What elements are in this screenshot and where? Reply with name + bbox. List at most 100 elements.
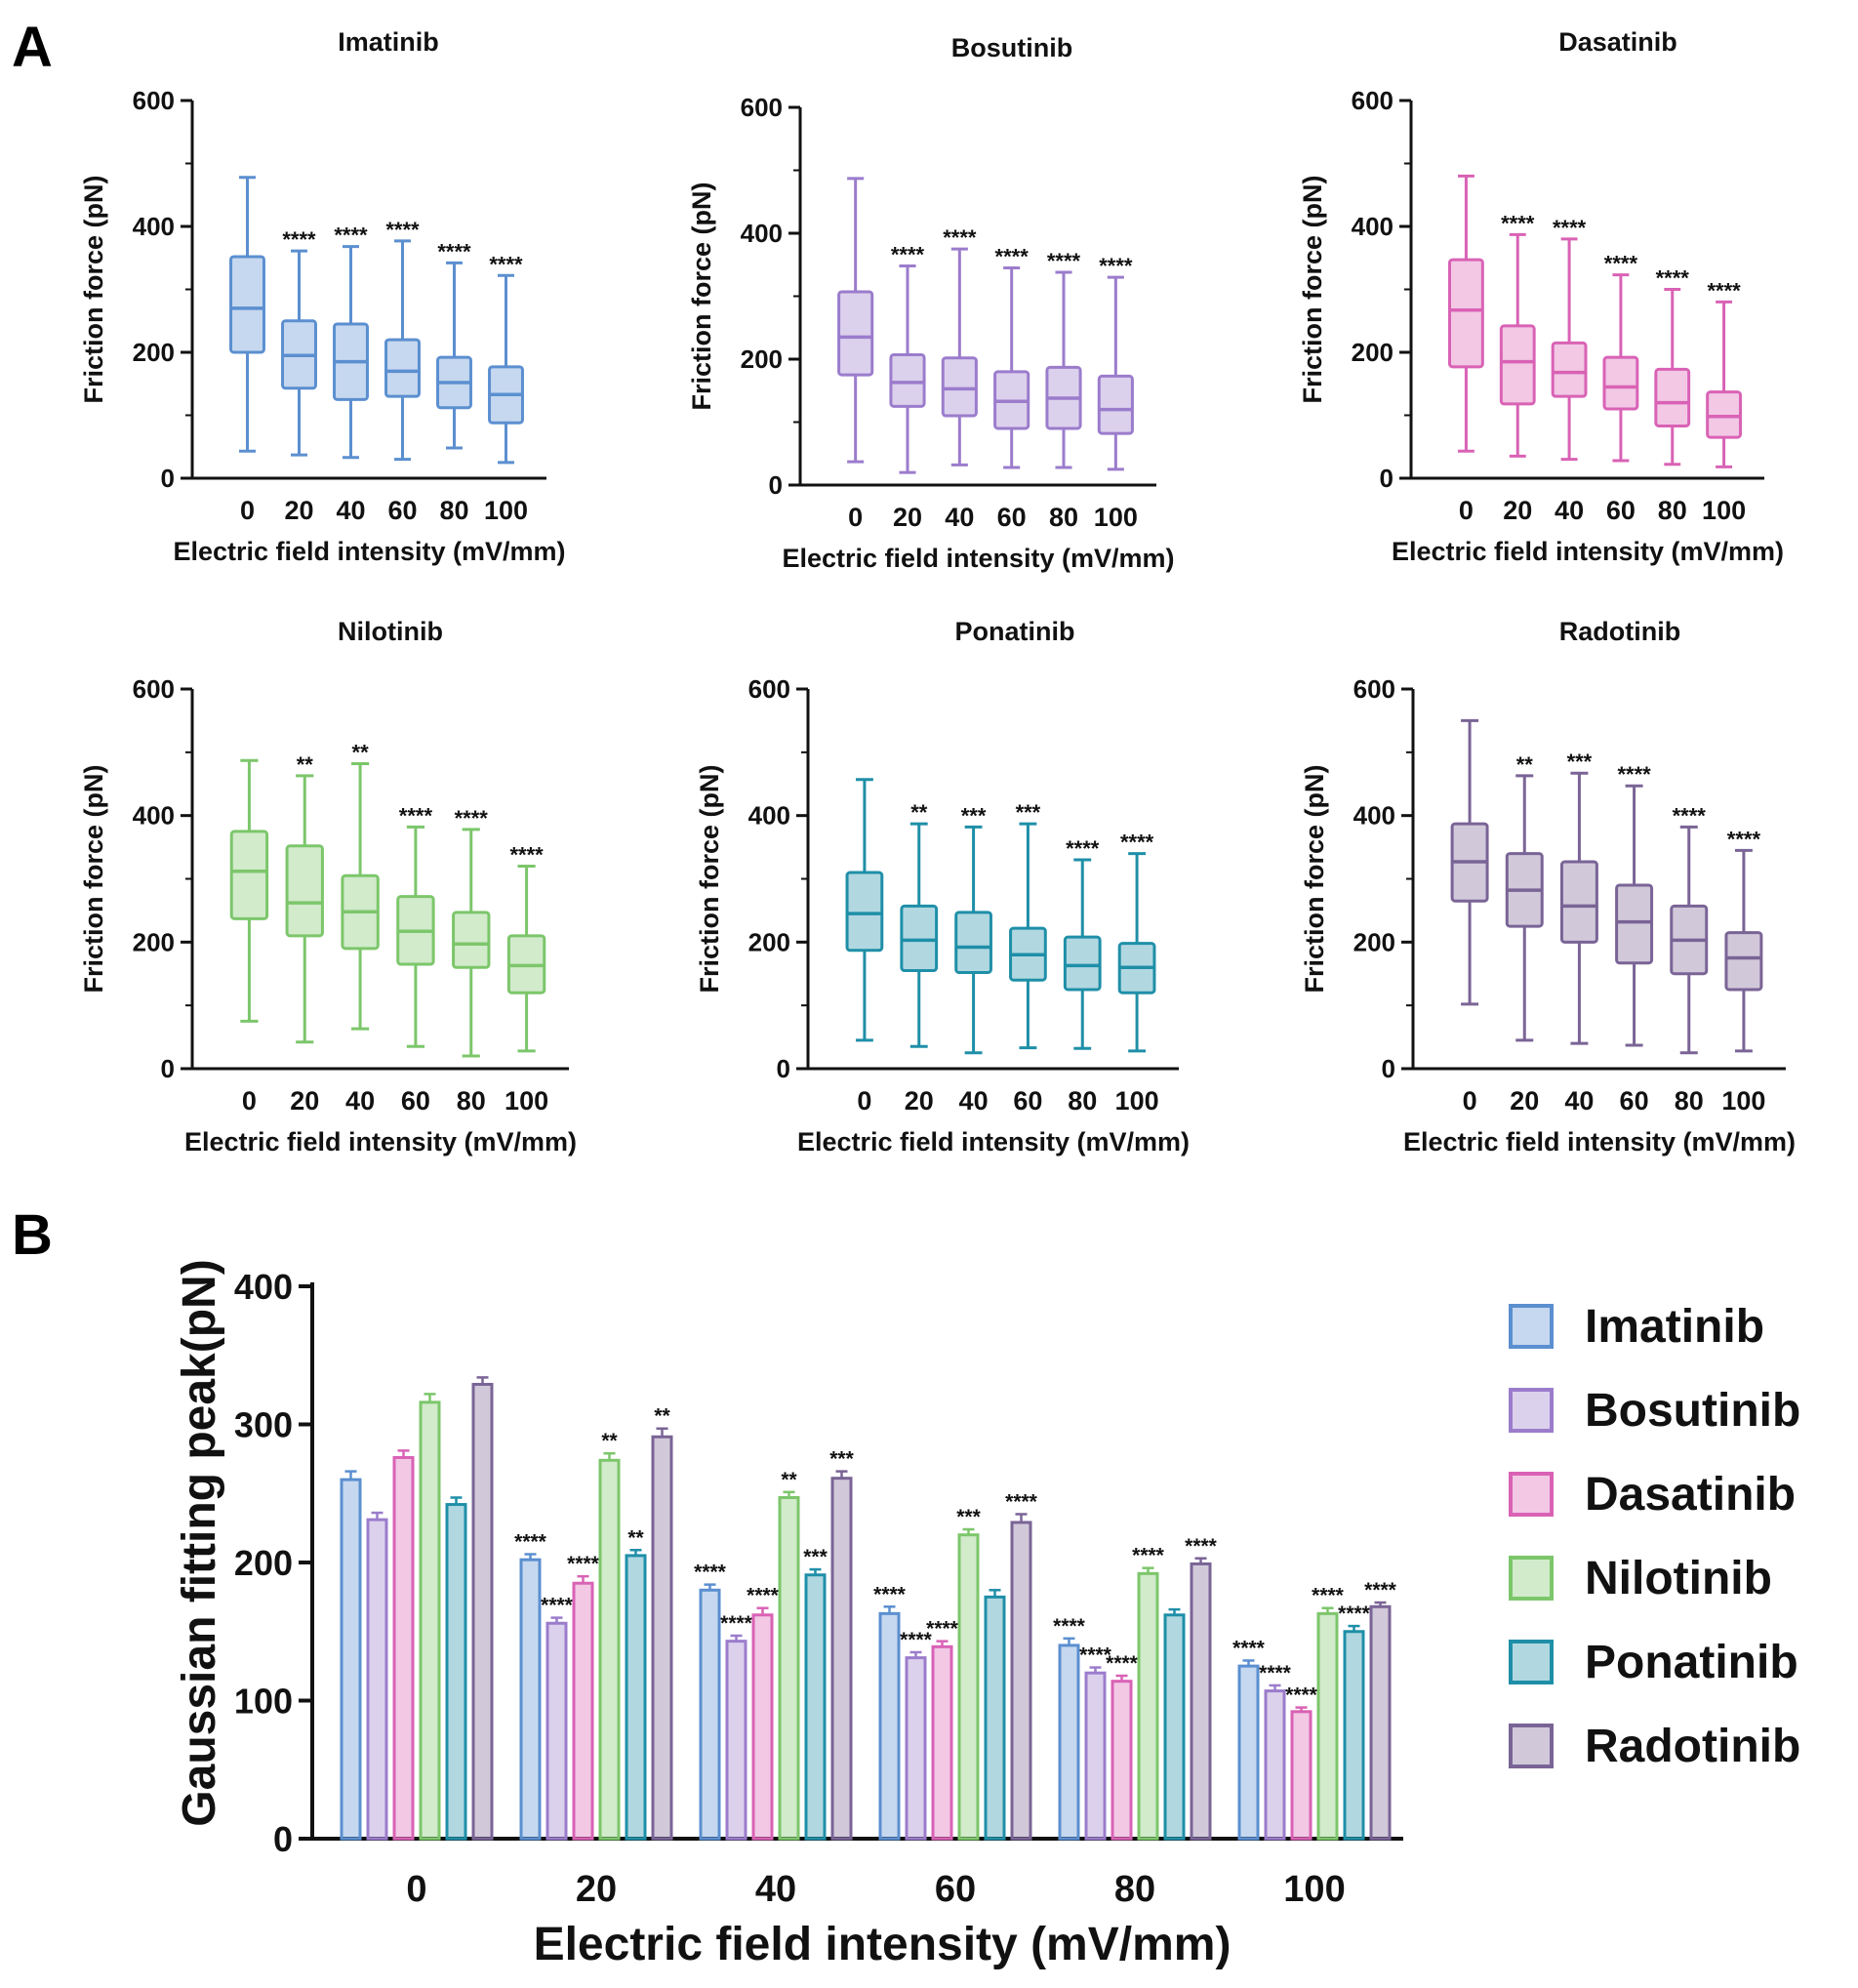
chart-title: Dasatinib — [1558, 27, 1677, 57]
chart-title: Bosutinib — [951, 33, 1072, 62]
bar — [699, 1588, 721, 1841]
bar — [1190, 1562, 1212, 1841]
significance-label: ** — [1516, 752, 1534, 777]
box-0 — [229, 758, 269, 1023]
significance-label: **** — [1079, 1644, 1112, 1667]
significance-label: *** — [1016, 800, 1041, 825]
legend-swatch — [1509, 1304, 1554, 1349]
y-axis-title: Friction force (pN) — [1298, 176, 1327, 404]
box-80: **** — [1063, 836, 1102, 1050]
significance-label: **** — [1707, 278, 1741, 303]
box-80: **** — [1045, 249, 1082, 469]
significance-label: **** — [1066, 836, 1100, 861]
bar — [1111, 1680, 1133, 1841]
box-0 — [229, 176, 265, 453]
box-100: **** — [506, 843, 546, 1053]
box-iqr — [1724, 931, 1763, 992]
y-tick-label: 0 — [769, 470, 783, 500]
x-tick-label: 80 — [457, 1086, 486, 1116]
x-tick-label: 0 — [1459, 496, 1474, 525]
boxplot-nilotinib: Nilotinib 0 200 400 600 0 20 40 60 80 100 Electric … — [79, 617, 577, 1156]
significance-label: **** — [1232, 1637, 1266, 1659]
bar — [878, 1611, 901, 1841]
y-axis-title: Friction force (pN) — [695, 765, 724, 994]
legend-label: Ponatinib — [1585, 1637, 1798, 1688]
x-tick-label: 80 — [1049, 503, 1078, 532]
significance-label: **** — [1285, 1684, 1318, 1707]
y-tick-label: 200 — [234, 1543, 293, 1583]
x-tick-label: 80 — [1068, 1086, 1097, 1116]
x-tick-label: 80 — [1675, 1086, 1704, 1116]
box-40: *** — [1559, 750, 1598, 1045]
significance-label: **** — [1604, 252, 1638, 276]
boxplot-radotinib: Radotinib 0 200 400 600 0 20 40 60 80 100 Electric … — [1300, 617, 1796, 1156]
x-axis-title: Electric field intensity (mV/mm) — [797, 1127, 1190, 1156]
box-20: ** — [1505, 752, 1544, 1042]
box-100: **** — [1117, 831, 1156, 1053]
x-axis-title: Electric field intensity (mV/mm) — [782, 544, 1174, 573]
bar — [1137, 1571, 1159, 1841]
significance-label: **** — [694, 1562, 727, 1584]
significance-label: **** — [926, 1618, 959, 1641]
bar — [1163, 1613, 1186, 1841]
bar — [931, 1644, 953, 1841]
box-40: **** — [333, 223, 369, 460]
legend-swatch — [1509, 1472, 1554, 1517]
significance-label: *** — [829, 1448, 854, 1471]
x-tick-label: 20 — [893, 503, 922, 532]
y-tick-label: 300 — [234, 1405, 293, 1445]
box-iqr — [941, 356, 978, 418]
box-iqr — [1706, 390, 1742, 439]
x-tick-label: 0 — [242, 1086, 257, 1116]
bar — [957, 1533, 980, 1841]
x-tick-label: 100 — [1094, 503, 1138, 532]
bar — [1010, 1521, 1032, 1841]
y-axis-title: Friction force (pN) — [687, 183, 716, 411]
bar — [445, 1503, 467, 1841]
significance-label: **** — [437, 239, 471, 264]
bar — [651, 1435, 673, 1841]
bar — [1264, 1689, 1286, 1841]
bar — [471, 1382, 494, 1841]
chart-title: Imatinib — [338, 27, 439, 57]
y-tick-label: 200 — [741, 345, 783, 374]
legend-swatch — [1509, 1724, 1554, 1768]
series-dasatinib: ******************** — [392, 1449, 1318, 1841]
x-tick-label: 20 — [1503, 496, 1532, 525]
legend-label: Nilotinib — [1585, 1553, 1772, 1604]
boxplot-imatinib: Imatinib 0 200 400 600 0 20 40 60 80 100 Electric f… — [79, 27, 566, 566]
y-tick-label: 100 — [234, 1682, 293, 1722]
bar — [830, 1477, 853, 1841]
y-tick-label: 400 — [748, 801, 790, 831]
significance-label: **** — [1312, 1585, 1345, 1607]
box-20: **** — [1499, 211, 1536, 458]
boxplot-dasatinib: Dasatinib 0 200 400 600 0 20 40 60 80 100 Electric … — [1298, 27, 1784, 566]
significance-label: **** — [995, 244, 1030, 268]
bar — [419, 1400, 441, 1841]
bar — [1290, 1710, 1313, 1841]
chart-title: Ponatinib — [955, 617, 1075, 646]
bar — [340, 1478, 362, 1841]
x-tick-label: 100 — [505, 1086, 548, 1116]
y-tick-label: 600 — [133, 86, 175, 115]
x-tick-label: 40 — [336, 496, 365, 525]
significance-label: **** — [1132, 1545, 1165, 1567]
box-60: *** — [1009, 800, 1047, 1050]
significance-label: ** — [654, 1405, 670, 1428]
significance-label: *** — [956, 1506, 981, 1528]
y-axis-title: Gaussian fitting peak(pN) — [174, 1259, 225, 1826]
significance-label: **** — [1656, 266, 1690, 291]
x-tick-label: 60 — [387, 496, 417, 525]
box-iqr — [837, 290, 874, 377]
panel-a-label: A — [12, 16, 53, 79]
bar — [778, 1495, 800, 1841]
box-20: ** — [285, 752, 324, 1044]
legend-label: Imatinib — [1585, 1301, 1764, 1353]
y-tick-label: 400 — [133, 801, 175, 831]
box-iqr — [1097, 374, 1134, 435]
y-tick-label: 200 — [1353, 927, 1395, 956]
box-iqr — [1654, 367, 1691, 427]
significance-label: ** — [781, 1469, 797, 1491]
